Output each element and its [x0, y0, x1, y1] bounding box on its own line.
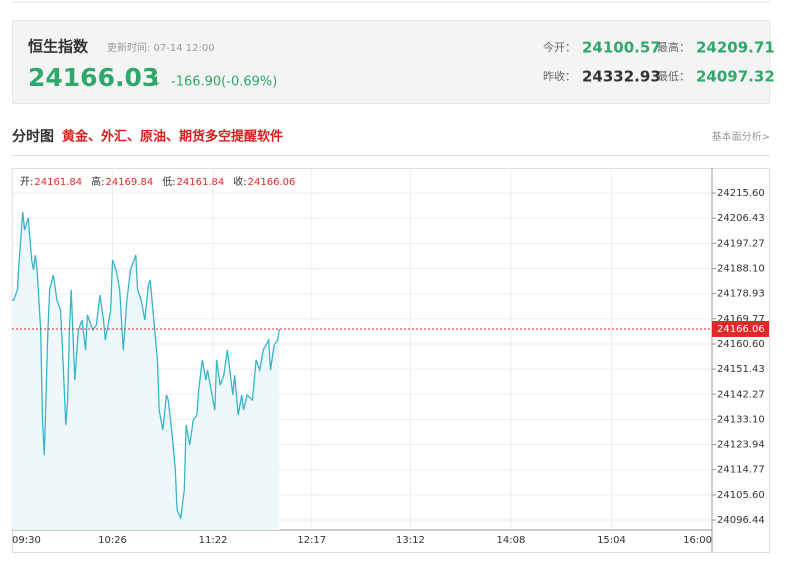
stat-value: 24209.71 — [696, 39, 775, 57]
current-price-box — [712, 320, 769, 337]
update-time: 更新时间: 07-14 12:00 — [107, 41, 215, 54]
stat-value: 24332.93 — [582, 68, 661, 86]
y-tick-label: 24133.10 — [717, 414, 765, 425]
y-tick-label: 24215.60 — [717, 188, 765, 199]
y-tick-label: 24114.77 — [717, 465, 765, 476]
y-tick-label: 24142.27 — [717, 389, 765, 400]
x-tick-label: 13:12 — [396, 535, 425, 546]
x-tick-label: 12:17 — [297, 535, 326, 546]
y-tick-label: 24105.60 — [717, 490, 765, 501]
analysis-link[interactable]: 基本面分析> — [712, 130, 770, 143]
y-tick-label: 24160.60 — [717, 339, 765, 350]
ohlc-label: 收: — [233, 175, 246, 188]
promo-link[interactable]: 黄金、外汇、原油、期货多空提醒软件 — [62, 129, 283, 145]
ohlc-value: 24169.84 — [105, 177, 153, 188]
stat-label: 最低： — [657, 70, 690, 83]
ohlc-value: 24166.06 — [248, 177, 296, 188]
area-fill — [12, 212, 280, 530]
section-title: 分时图 — [12, 128, 54, 145]
y-tick-label: 24206.43 — [717, 213, 765, 224]
stat-value: 24097.32 — [696, 68, 775, 86]
index-name: 恒生指数 — [28, 38, 89, 56]
y-tick-label: 24188.10 — [717, 264, 765, 275]
x-tick-label: 15:04 — [597, 535, 626, 546]
stat-label: 今开： — [543, 40, 576, 54]
y-tick-label: 24169.77 — [717, 314, 765, 325]
y-tick-label: 24096.44 — [717, 515, 765, 526]
stat-label: 昨收： — [543, 69, 576, 83]
ohlc-value: 24161.84 — [177, 177, 225, 188]
change: -166.90(-0.69%) — [171, 75, 277, 90]
chart: 24215.60 24206.43 24197.27 24188.10 24178.93… — [11, 168, 769, 552]
stat-label: 最高： — [657, 40, 690, 54]
x-tick-label: 09:30 — [12, 535, 41, 546]
x-tick-label: 14:08 — [497, 535, 526, 546]
y-tick-label: 24151.43 — [717, 364, 765, 375]
quote-panel — [12, 20, 770, 104]
ohlc-label: 开: — [20, 177, 33, 188]
x-tick-label: 10:26 — [98, 535, 127, 546]
price: 24166.03 — [28, 63, 159, 92]
ohlc-label: 低: — [162, 175, 175, 188]
ohlc-label: 高: — [91, 175, 104, 188]
y-tick-label: 24123.94 — [717, 440, 765, 451]
x-tick-label: 11:22 — [199, 535, 228, 546]
y-tick-label: 24178.93 — [717, 289, 765, 300]
current-price-label: 24166.06 — [717, 324, 765, 335]
y-tick-label: 24197.27 — [717, 238, 765, 249]
price-line — [12, 211, 281, 521]
ohlc-value: 24161.84 — [34, 177, 82, 188]
x-tick-label: 16:00 — [683, 535, 712, 546]
arrow: ↓ — [151, 75, 162, 90]
stat-value: 24100.57 — [582, 39, 661, 57]
